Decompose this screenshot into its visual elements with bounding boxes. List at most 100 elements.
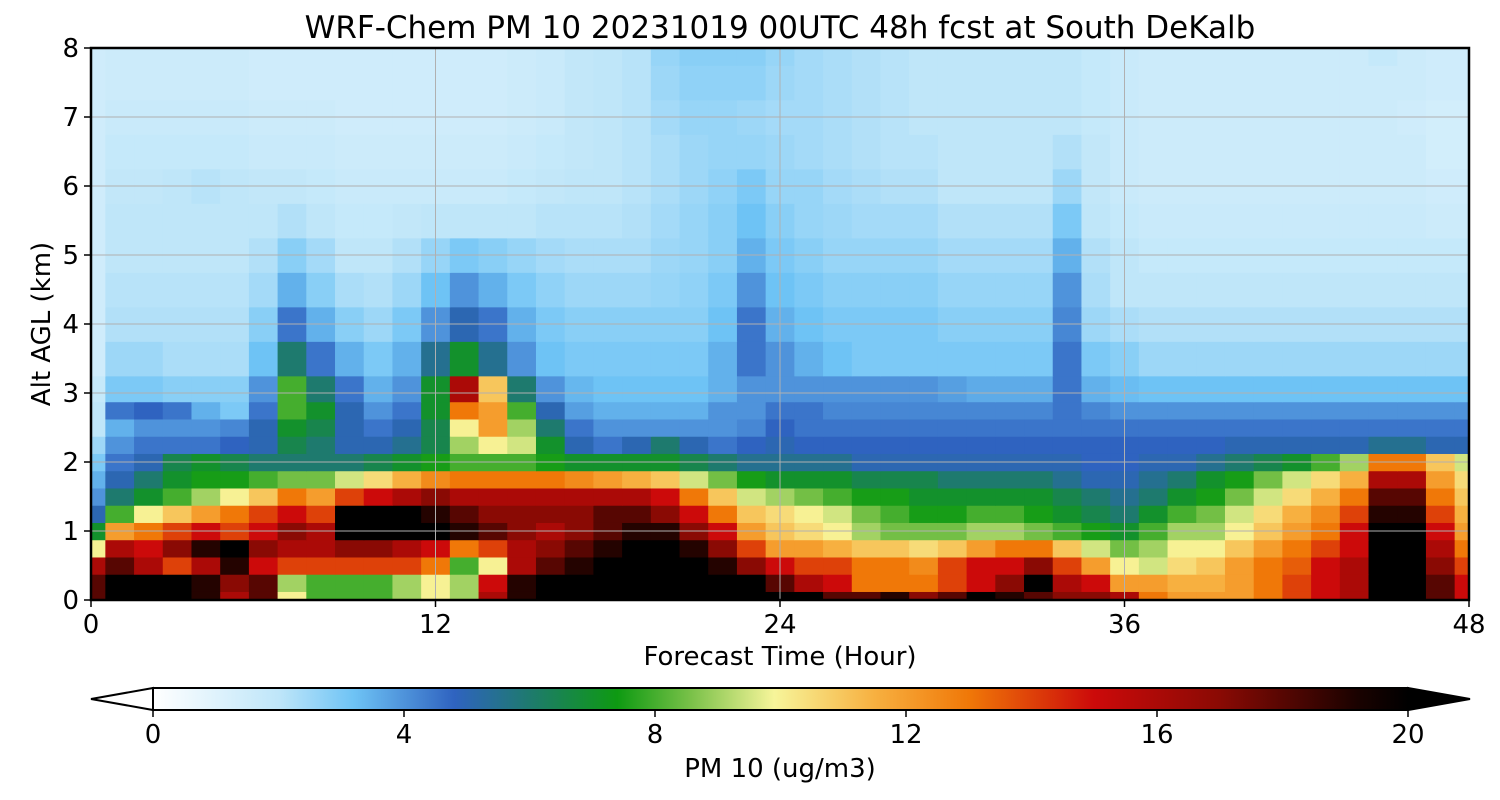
heatmap-cell bbox=[306, 134, 336, 170]
heatmap-cell bbox=[1196, 203, 1226, 239]
heatmap-cell bbox=[535, 505, 566, 523]
heatmap-cell bbox=[1425, 505, 1456, 523]
heatmap-cell bbox=[363, 539, 394, 558]
heatmap-cell bbox=[449, 48, 480, 66]
heatmap-cell bbox=[162, 401, 193, 420]
heatmap-cell bbox=[277, 418, 307, 437]
heatmap-cell bbox=[1224, 436, 1255, 454]
heatmap-cell bbox=[995, 401, 1025, 420]
heatmap-cell bbox=[248, 487, 279, 506]
heatmap-cell bbox=[1138, 436, 1169, 454]
heatmap-cell bbox=[363, 505, 394, 523]
heatmap-cell bbox=[1311, 505, 1341, 523]
heatmap-cell bbox=[880, 401, 910, 420]
heatmap-cell bbox=[220, 556, 250, 575]
heatmap-cell bbox=[363, 436, 394, 454]
heatmap-cell bbox=[162, 418, 193, 437]
heatmap-cell bbox=[162, 134, 193, 170]
heatmap-cell bbox=[679, 505, 709, 523]
heatmap-cell bbox=[191, 418, 221, 437]
heatmap-cell bbox=[909, 48, 939, 66]
heatmap-cell bbox=[449, 487, 480, 506]
heatmap-cell bbox=[1167, 591, 1197, 600]
heatmap-cell bbox=[134, 375, 164, 403]
heatmap-cell bbox=[162, 375, 193, 403]
heatmap-cell bbox=[593, 375, 623, 403]
heatmap-cell bbox=[736, 574, 767, 592]
heatmap-cell bbox=[1425, 48, 1456, 66]
heatmap-cell bbox=[966, 203, 996, 239]
heatmap-cell bbox=[363, 487, 394, 506]
heatmap-cell bbox=[535, 341, 566, 377]
heatmap-cell bbox=[1311, 591, 1341, 600]
chart-title: WRF-Chem PM 10 20231019 00UTC 48h fcst a… bbox=[305, 10, 1256, 46]
y-tick-label: 8 bbox=[62, 34, 79, 64]
heatmap-cell bbox=[392, 574, 422, 592]
heatmap-cell bbox=[105, 48, 135, 66]
colorbar-gradient bbox=[152, 687, 1409, 711]
heatmap-cell bbox=[650, 436, 681, 454]
heatmap-cell bbox=[1253, 436, 1283, 454]
heatmap-cell bbox=[134, 272, 164, 308]
heatmap-cell bbox=[1368, 401, 1398, 420]
heatmap-cell bbox=[162, 574, 193, 592]
heatmap-cell bbox=[823, 341, 853, 377]
heatmap-cell bbox=[449, 591, 480, 600]
heatmap-cell bbox=[1024, 401, 1054, 420]
heatmap-cell bbox=[535, 487, 566, 506]
heatmap-cell bbox=[1339, 48, 1370, 66]
heatmap-cell bbox=[880, 539, 910, 558]
heatmap-cell bbox=[277, 48, 307, 66]
heatmap-cell bbox=[622, 556, 652, 575]
heatmap-cell bbox=[794, 539, 824, 558]
heatmap-cell bbox=[679, 375, 709, 403]
heatmap-cell bbox=[134, 574, 164, 592]
heatmap-cell bbox=[191, 203, 221, 239]
heatmap-cell bbox=[162, 505, 193, 523]
heatmap-cell bbox=[851, 539, 882, 558]
heatmap-cell bbox=[995, 418, 1025, 437]
heatmap-cell bbox=[449, 436, 480, 454]
heatmap-cell bbox=[650, 401, 681, 420]
heatmap-cell bbox=[794, 556, 824, 575]
heatmap-cell bbox=[593, 401, 623, 420]
heatmap-cell bbox=[277, 591, 307, 600]
heatmap-cell bbox=[478, 341, 508, 377]
heatmap-cell bbox=[1339, 401, 1370, 420]
heatmap-cell bbox=[1368, 470, 1398, 489]
heatmap-cell bbox=[1253, 401, 1283, 420]
heatmap-cell bbox=[1167, 487, 1197, 506]
heatmap-cell bbox=[736, 48, 767, 66]
heatmap-cell bbox=[248, 539, 279, 558]
heatmap-cell bbox=[535, 375, 566, 403]
heatmap-cell bbox=[966, 505, 996, 523]
heatmap-cell bbox=[708, 436, 738, 454]
heatmap-cell bbox=[622, 574, 652, 592]
heatmap-cell bbox=[191, 470, 221, 489]
heatmap-cell bbox=[363, 591, 394, 600]
heatmap-cell bbox=[91, 505, 106, 523]
heatmap-cell bbox=[191, 436, 221, 454]
heatmap-cell bbox=[162, 65, 193, 101]
heatmap-cell bbox=[478, 48, 508, 66]
heatmap-cell bbox=[1167, 574, 1197, 592]
heatmap-cell bbox=[306, 375, 336, 403]
colorbar-tick-label: 16 bbox=[1140, 720, 1173, 750]
colorbar-tick-label: 0 bbox=[145, 720, 162, 750]
heatmap-cell bbox=[1253, 134, 1283, 170]
heatmap-cell bbox=[220, 401, 250, 420]
heatmap-cell bbox=[593, 487, 623, 506]
heatmap-cell bbox=[1311, 556, 1341, 575]
heatmap-cell bbox=[105, 134, 135, 170]
heatmap-cell bbox=[248, 134, 279, 170]
heatmap-cell bbox=[1368, 487, 1398, 506]
heatmap-cell bbox=[708, 487, 738, 506]
heatmap-cell bbox=[91, 418, 106, 437]
heatmap-cell bbox=[966, 375, 996, 403]
heatmap-cell bbox=[478, 487, 508, 506]
heatmap-cell bbox=[1311, 470, 1341, 489]
heatmap-cell bbox=[277, 487, 307, 506]
heatmap-cell bbox=[794, 272, 824, 308]
heatmap-cell bbox=[736, 487, 767, 506]
heatmap-cell bbox=[1196, 591, 1226, 600]
